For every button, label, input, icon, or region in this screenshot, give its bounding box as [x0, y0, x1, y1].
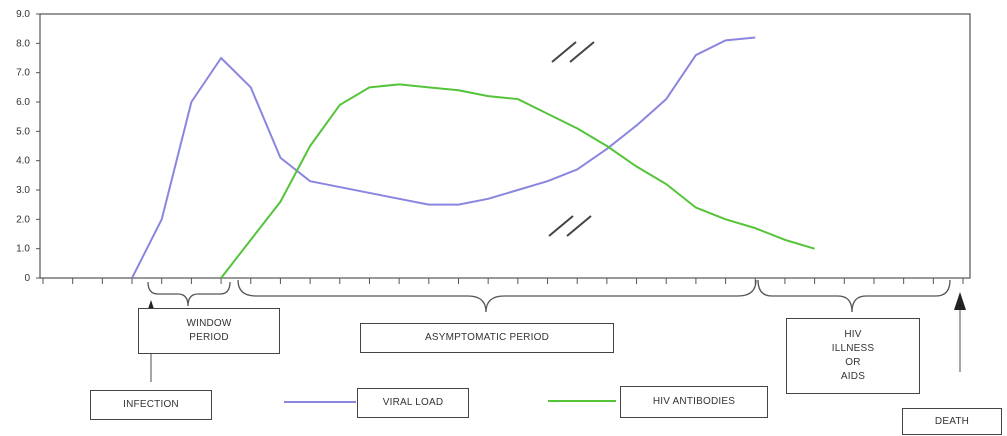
y-tick-label: 2.0: [16, 214, 30, 225]
legend-hiv-antibodies: HIV ANTIBODIES: [620, 386, 768, 418]
series-line-viral-load: [131, 36, 756, 279]
axis-break-top: [551, 41, 595, 63]
window-period-box: WINDOW PERIOD: [138, 308, 280, 354]
y-tick-label: 6.0: [16, 97, 30, 108]
window-period-label-line1: WINDOW: [186, 318, 232, 329]
illness-label-line1: HIV: [844, 329, 862, 340]
y-tick-label: 1.0: [16, 244, 30, 255]
asymptomatic-period-label: ASYMPTOMATIC PERIOD: [424, 332, 549, 343]
y-tick-label: 3.0: [16, 185, 30, 196]
legend-viral-load: VIRAL LOAD: [357, 388, 469, 418]
death-arrow: [954, 292, 966, 372]
y-tick-label: 5.0: [16, 126, 30, 137]
illness-brace: [757, 279, 951, 313]
illness-label-line3: OR: [845, 357, 861, 368]
death-label: DEATH: [934, 415, 970, 427]
infection-box: INFECTION: [90, 390, 212, 420]
illness-box: HIV ILLNESS OR AIDS: [786, 318, 920, 394]
infection-label: INFECTION: [123, 399, 179, 410]
asymptomatic-period-box: ASYMPTOMATIC PERIOD: [360, 323, 614, 353]
window-period-label-line2: PERIOD: [189, 332, 229, 343]
plot-frame: [39, 13, 971, 279]
legend-viral-load-label: VIRAL LOAD: [382, 397, 444, 408]
death-box: DEATH: [902, 408, 1002, 435]
window-brace: [147, 281, 231, 307]
y-tick-label: 4.0: [16, 156, 30, 167]
y-axis-ticks: 0 1.0 2.0 3.0 4.0 5.0 6.0 7.0 8.0 9.0: [16, 9, 40, 284]
series-lines: [131, 36, 815, 279]
axis-break-bottom: [548, 215, 592, 237]
x-axis-ticks: [42, 278, 964, 284]
asymptomatic-brace: [237, 279, 757, 313]
y-tick-label: 0: [24, 273, 30, 284]
y-tick-label: 9.0: [16, 9, 30, 20]
legend-hiv-antibodies-label: HIV ANTIBODIES: [652, 396, 736, 407]
y-tick-label: 7.0: [16, 68, 30, 79]
series-line-hiv-antibodies: [220, 83, 815, 279]
illness-label-line2: ILLNESS: [831, 343, 875, 354]
y-tick-label: 8.0: [16, 38, 30, 49]
illness-label-line4: AIDS: [840, 371, 866, 382]
